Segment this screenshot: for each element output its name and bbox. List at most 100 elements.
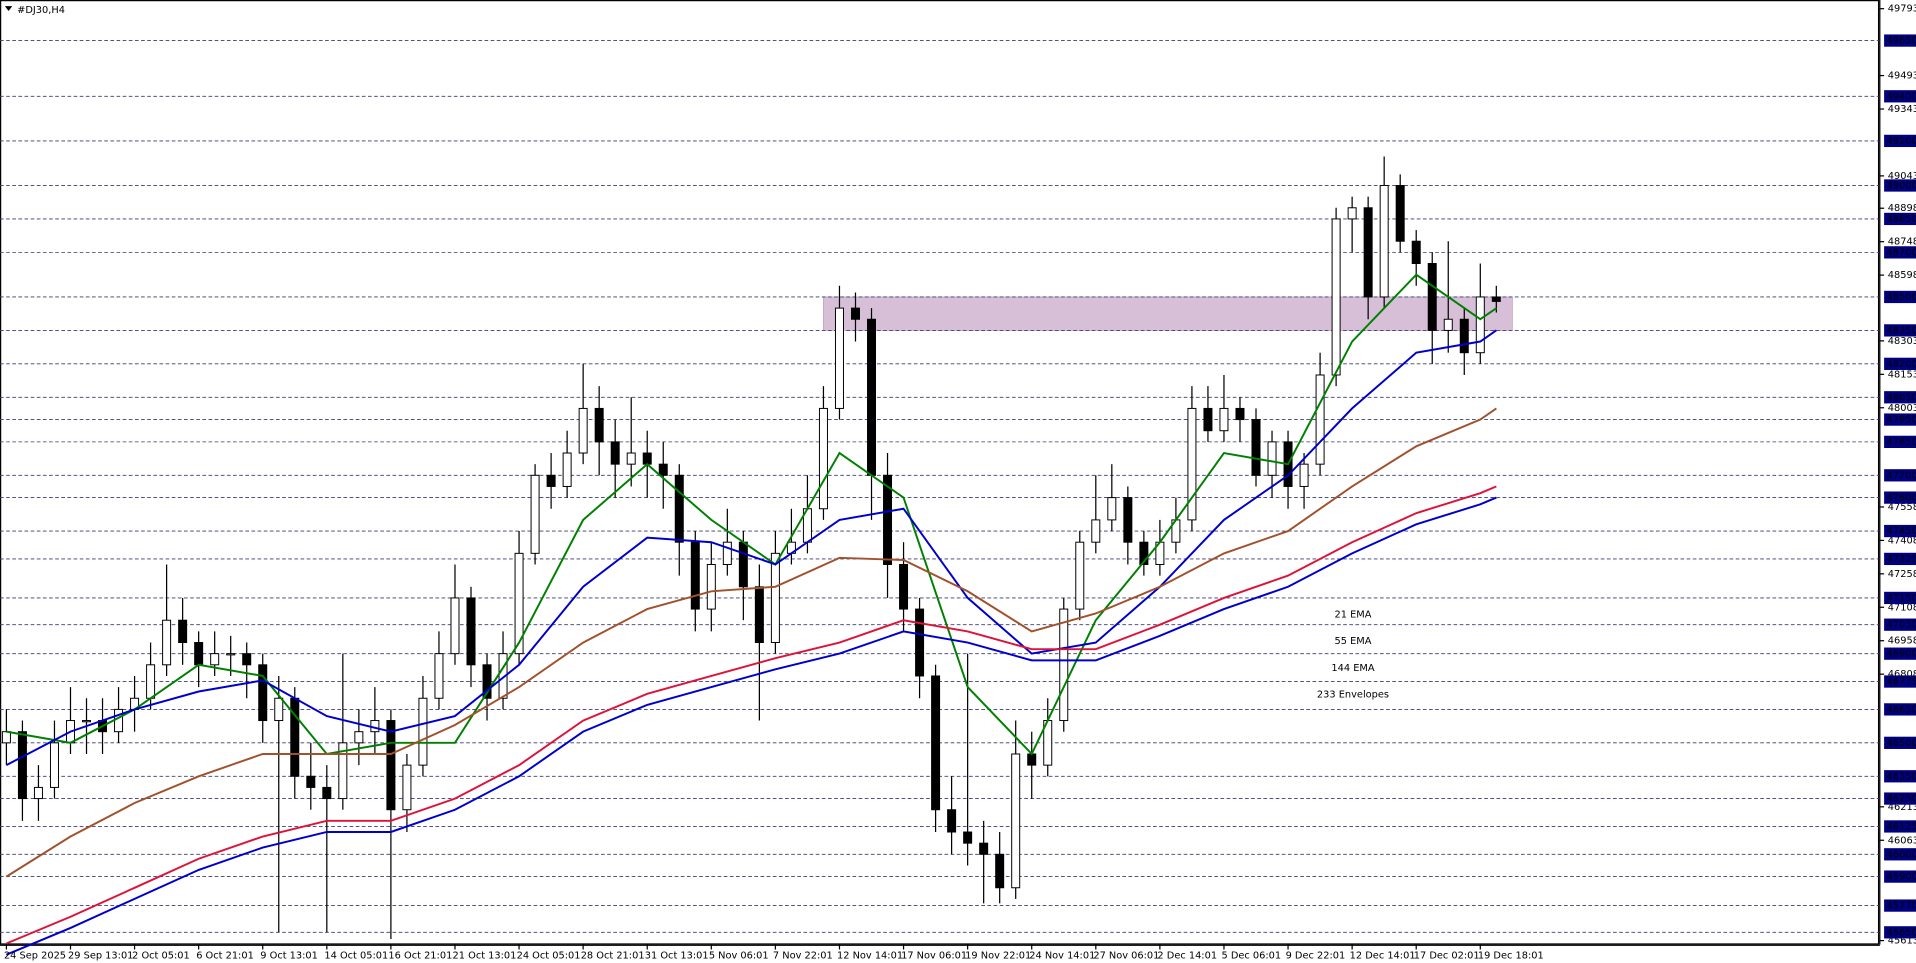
level-badge (1884, 469, 1916, 482)
candle-body (162, 619, 172, 666)
candle-body (1091, 519, 1101, 543)
level-label: 49000 (1887, 180, 1916, 191)
candle-body (49, 742, 59, 788)
x-tick-label: 29 Sep 13:01 (68, 951, 133, 962)
y-tick-label: 48898 (1888, 203, 1916, 214)
legend-label: 233 Envelopes (1317, 689, 1389, 700)
candle-body (114, 708, 124, 733)
level-label: 49400 (1887, 91, 1916, 102)
x-tick-label: 2 Dec 14:01 (1157, 951, 1217, 962)
candle-body (1475, 296, 1485, 354)
candle-body (210, 653, 220, 666)
candle-body (642, 452, 652, 465)
candle-body (674, 474, 684, 543)
x-tick-label: 27 Nov 06:01 (1093, 951, 1159, 962)
level-label: 45770 (1887, 901, 1916, 912)
indicator-line (6, 485, 1497, 945)
level-badge (1884, 435, 1916, 449)
indicator-line (5, 407, 1497, 878)
y-tick-label: 47408 (1888, 535, 1916, 546)
candle-body (82, 720, 92, 723)
level-label: 48850 (1887, 214, 1916, 225)
y-tick-label: 49343 (1888, 104, 1916, 115)
level-badge (1884, 848, 1916, 861)
candle-body (1443, 318, 1453, 331)
x-tick-label: 12 Nov 14:01 (837, 951, 903, 962)
level-badge (1884, 290, 1916, 304)
x-tick-label: 28 Oct 21:01 (581, 951, 645, 962)
level-badge (1884, 324, 1916, 337)
candle-body (979, 842, 989, 855)
y-tick-label: 46808 (1888, 669, 1916, 680)
candle-body (818, 407, 828, 510)
candle-body (482, 664, 492, 699)
indicator-line (5, 329, 1497, 766)
level-label: 46900 (1887, 649, 1916, 660)
y-tick-label: 46213 (1888, 802, 1916, 813)
level-badge (1884, 770, 1916, 783)
level-label: 48700 (1887, 247, 1916, 258)
level-label: 46650 (1887, 704, 1916, 715)
candle-body (706, 563, 716, 610)
candle-body (1379, 184, 1389, 298)
level-badge (1884, 820, 1916, 833)
level-badge (1884, 524, 1916, 538)
candle-body (1411, 240, 1421, 265)
level-badge (1884, 675, 1916, 688)
level-badge (1884, 34, 1916, 47)
candle-body (931, 675, 941, 811)
candle-body (963, 831, 973, 844)
chart-title: #DJ30,H4 (17, 5, 65, 16)
candle-body (995, 853, 1005, 889)
y-tick-label: 48153 (1888, 369, 1916, 380)
candle-body (466, 597, 476, 666)
level-label: 45900 (1887, 872, 1916, 883)
level-badge (1884, 899, 1916, 912)
level-label: 48350 (1887, 325, 1916, 336)
legend-label: 144 EMA (1331, 663, 1374, 674)
candle-body (242, 653, 252, 666)
level-badge (1884, 246, 1916, 259)
menu-arrow[interactable] (4, 6, 13, 12)
candle-body (1203, 407, 1213, 432)
level-label: 48050 (1887, 392, 1916, 403)
level-label: 47325 (1887, 554, 1916, 565)
level-label: 46000 (1887, 849, 1916, 860)
level-label: 47600 (1887, 493, 1916, 504)
candle-body (738, 541, 748, 588)
candle-body (1347, 207, 1357, 220)
candle-body (1427, 263, 1437, 331)
candle-body (1315, 374, 1325, 465)
candle-body (1251, 419, 1261, 476)
level-label: 47030 (1887, 620, 1916, 631)
level-badge (1884, 212, 1916, 226)
candle-body (1219, 407, 1229, 432)
level-label: 48500 (1887, 292, 1916, 303)
candle-body (194, 642, 204, 666)
candle-body (690, 541, 700, 610)
candle-body (1075, 541, 1085, 610)
level-badge (1884, 792, 1916, 805)
candle-body (1139, 541, 1149, 565)
candle-body (17, 731, 27, 800)
candle-body (1027, 753, 1037, 766)
candle-body (594, 407, 604, 443)
candle-body (883, 474, 893, 565)
x-tick-label: 21 Oct 13:01 (453, 951, 517, 962)
candle-body (306, 775, 316, 788)
y-tick-label: 48748 (1888, 237, 1916, 248)
x-tick-label: 14 Oct 05:01 (324, 951, 388, 962)
candle-body (1235, 407, 1245, 421)
y-tick-label: 47108 (1888, 602, 1916, 613)
y-tick-label: 48003 (1888, 403, 1916, 414)
candle-body (562, 452, 572, 487)
candle-body (1299, 463, 1309, 487)
level-badge (1884, 357, 1916, 370)
candle-body (338, 742, 348, 800)
level-label: 47850 (1887, 437, 1916, 448)
level-badge (1884, 134, 1916, 148)
envelope-lower (6, 496, 1497, 956)
candle-body (722, 541, 732, 565)
level-badge (1884, 491, 1916, 504)
y-tick-label: 46958 (1888, 636, 1916, 647)
